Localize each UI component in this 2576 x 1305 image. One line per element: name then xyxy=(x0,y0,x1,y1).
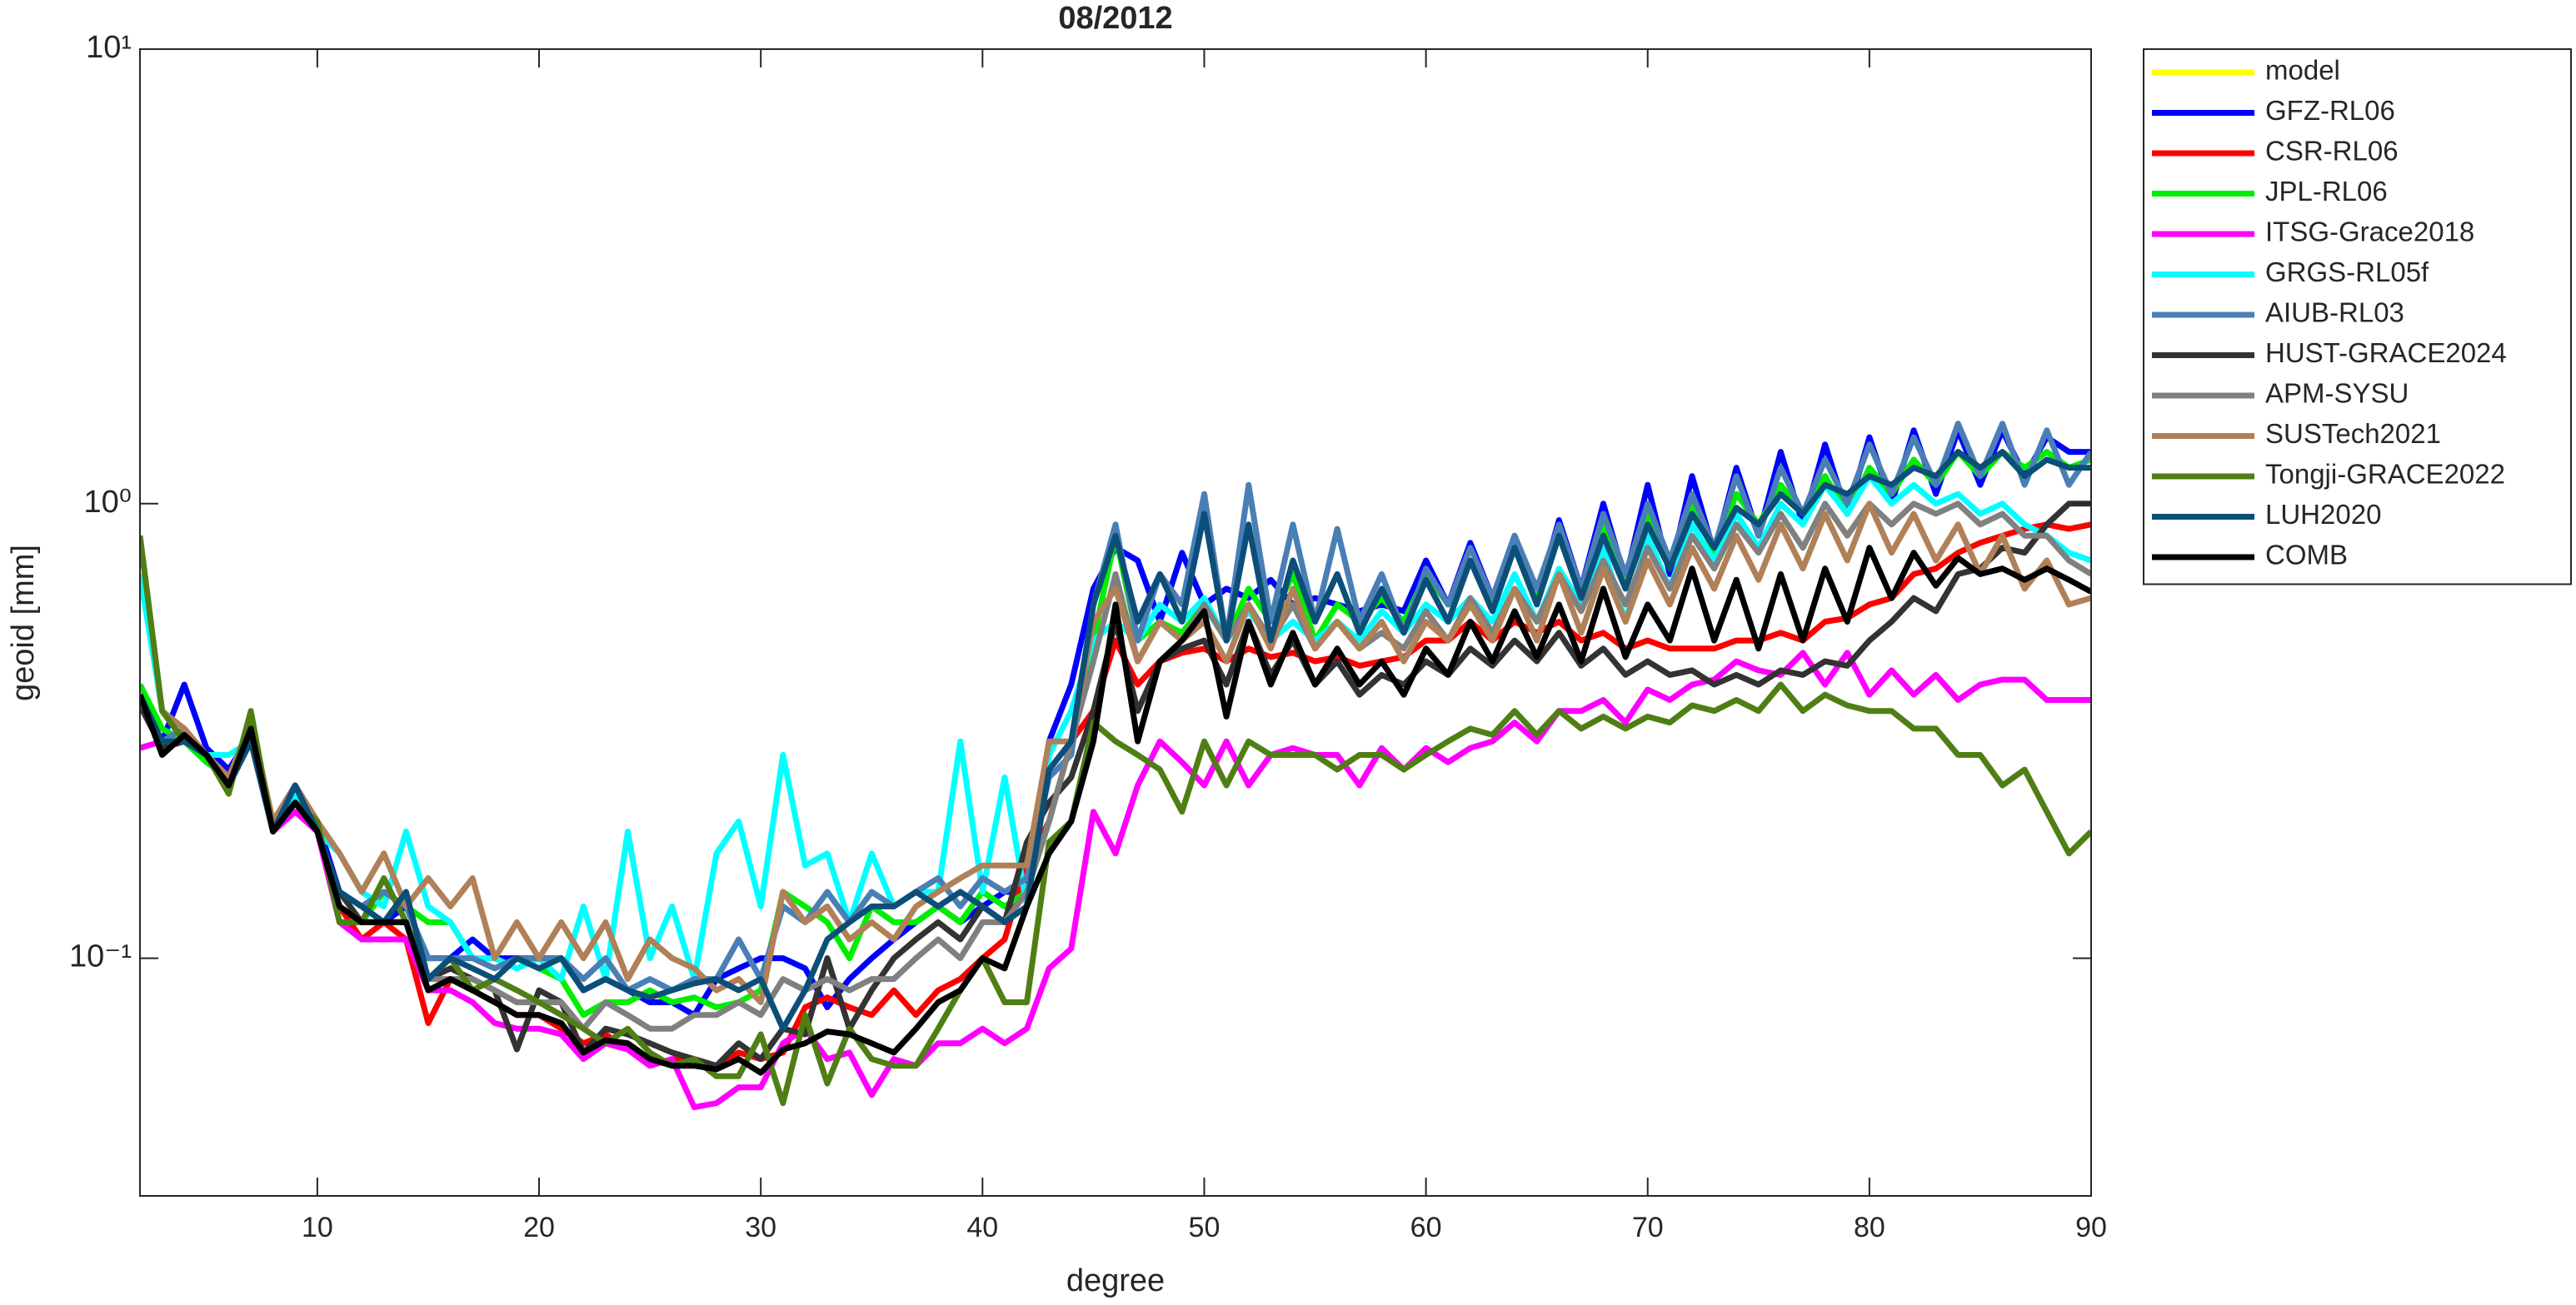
legend-label: CSR-RL06 xyxy=(2265,136,2399,167)
legend-label: model xyxy=(2265,55,2340,86)
x-tick-label: 30 xyxy=(745,1212,776,1243)
x-tick-label: 90 xyxy=(2075,1212,2107,1243)
legend-label: SUSTech2021 xyxy=(2265,418,2441,449)
legend-label: Tongji-GRACE2022 xyxy=(2265,459,2505,490)
legend-label: COMB xyxy=(2265,540,2348,570)
x-tick-label: 50 xyxy=(1189,1212,1221,1243)
x-tick-label: 80 xyxy=(1854,1212,1885,1243)
y-tick-label: 10⁻¹ xyxy=(69,939,132,974)
axes-box xyxy=(139,48,2092,1197)
x-tick-label: 20 xyxy=(523,1212,555,1243)
x-tick-label: 10 xyxy=(302,1212,333,1243)
legend-label: APM-SYSU xyxy=(2265,378,2409,409)
x-tick-label: 40 xyxy=(966,1212,998,1243)
series-line xyxy=(140,545,2091,1076)
legend-label: ITSG-Grace2018 xyxy=(2265,217,2474,247)
series-line xyxy=(140,535,2091,1107)
legend-label: LUH2020 xyxy=(2265,499,2381,530)
series-line xyxy=(140,501,2091,1005)
legend-label: HUST-GRACE2024 xyxy=(2265,337,2507,368)
y-tick-label: 10¹ xyxy=(86,30,132,65)
y-tick-label: 10⁰ xyxy=(83,485,132,520)
y-axis-label: geoid [mm] xyxy=(6,545,41,701)
legend-label: JPL-RL06 xyxy=(2265,176,2388,207)
series-line xyxy=(140,449,2091,1032)
legend-label: AIUB-RL03 xyxy=(2265,297,2404,328)
series-line xyxy=(140,650,2091,1111)
chart-title: 08/2012 xyxy=(1058,1,1172,36)
x-tick-label: 70 xyxy=(1632,1212,1664,1243)
x-axis-label: degree xyxy=(1066,1263,1165,1298)
legend-label: GFZ-RL06 xyxy=(2265,95,2395,126)
legend-label: GRGS-RL05f xyxy=(2265,257,2429,287)
x-tick-label: 60 xyxy=(1410,1212,1442,1243)
